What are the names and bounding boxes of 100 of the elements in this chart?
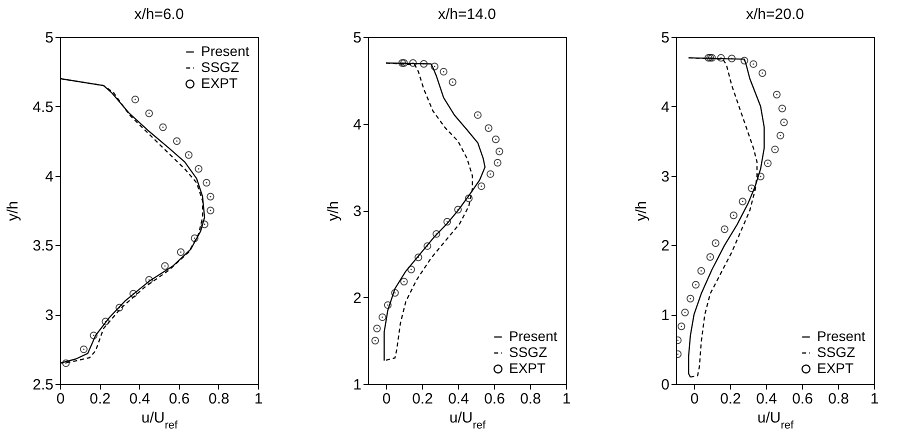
point — [686, 294, 694, 302]
x-tick-label: 0.2 — [720, 390, 741, 408]
y-tick-label: 1 — [353, 376, 362, 394]
point — [176, 248, 185, 256]
x-tick-label: 0.6 — [484, 390, 505, 408]
point — [740, 56, 748, 64]
point — [373, 324, 381, 332]
point — [748, 184, 756, 192]
point — [206, 192, 214, 200]
point — [420, 60, 428, 68]
point — [478, 182, 486, 190]
point — [474, 111, 482, 119]
point — [728, 54, 736, 62]
point — [712, 239, 720, 247]
x-tick-label: 0.4 — [756, 390, 777, 408]
y-axis-title: y/h — [325, 200, 342, 222]
point — [708, 54, 716, 62]
x-tick-label: 0.2 — [90, 390, 111, 408]
point — [400, 59, 408, 67]
point — [62, 359, 70, 368]
point — [730, 212, 738, 220]
y-tick-label: 4 — [661, 98, 670, 116]
point — [202, 178, 210, 187]
y-tick-label: 2 — [661, 238, 670, 255]
x-tick-label: 0.8 — [208, 390, 230, 408]
x-tick-label: 0.6 — [168, 390, 190, 408]
point — [190, 234, 198, 242]
point — [432, 230, 440, 238]
point — [720, 225, 728, 234]
point — [378, 313, 386, 322]
point — [129, 290, 138, 298]
y-axis-title: y/h — [4, 200, 22, 222]
point — [484, 124, 492, 132]
x-tick-label: 1 — [562, 390, 571, 408]
point — [756, 172, 764, 180]
legend-label: SSGZ — [509, 344, 548, 360]
point — [184, 151, 193, 159]
point — [778, 104, 786, 112]
y-tick-label: 4 — [353, 116, 362, 134]
chart-title: x/h=20.0 — [746, 6, 804, 23]
point — [398, 59, 406, 67]
y-tick-label: 2.5 — [32, 376, 54, 394]
chart-title: x/h=6.0 — [134, 6, 184, 23]
point — [692, 280, 700, 289]
legend-label: SSGZ — [201, 59, 240, 75]
point — [131, 96, 140, 104]
point — [464, 194, 473, 202]
y-tick-label: 1 — [661, 307, 670, 324]
point — [678, 322, 686, 330]
y-tick-label: 5 — [45, 30, 54, 46]
legend-label: Present — [817, 328, 866, 344]
x-tick-label: 0.8 — [828, 390, 849, 408]
point — [440, 68, 448, 76]
point — [706, 54, 714, 62]
point — [704, 54, 712, 62]
point — [407, 266, 416, 274]
point — [764, 159, 772, 168]
y-tick-label: 4.5 — [32, 98, 54, 116]
x-tick-label: 0.8 — [520, 390, 541, 408]
y-tick-label: 0 — [661, 376, 670, 394]
y-tick-label: 4 — [45, 168, 54, 186]
x-tick-label: 0.4 — [129, 390, 150, 408]
point — [697, 267, 706, 275]
x-tick-label: 1 — [254, 390, 263, 408]
y-tick-label: 3 — [353, 203, 362, 220]
point — [145, 109, 153, 118]
point — [409, 59, 417, 67]
chart-title: x/h=14.0 — [438, 6, 496, 23]
point — [159, 123, 167, 132]
point — [194, 165, 202, 173]
point — [80, 345, 88, 354]
point — [771, 146, 779, 154]
point — [496, 148, 504, 156]
y-axis-title: y/h — [633, 200, 650, 222]
point — [780, 118, 788, 126]
point — [172, 137, 181, 145]
point — [391, 289, 399, 297]
point — [206, 206, 214, 214]
y-tick-label: 3 — [661, 168, 670, 186]
point — [200, 220, 208, 228]
point — [492, 136, 500, 144]
point — [443, 218, 452, 226]
point — [384, 301, 392, 309]
legend-label: Present — [509, 328, 558, 344]
x-tick-label: 0 — [56, 390, 65, 408]
point — [371, 336, 380, 344]
point — [486, 170, 494, 178]
x-tick-label: 0.6 — [792, 390, 813, 408]
y-tick-label: 3.5 — [32, 238, 54, 255]
x-axis-title: u/U$_{ref}$ — [141, 410, 179, 432]
x-tick-label: 0 — [690, 390, 699, 408]
point — [738, 198, 746, 206]
point — [448, 78, 456, 86]
point — [706, 253, 714, 261]
point — [772, 90, 781, 98]
x-tick-label: 1 — [870, 390, 879, 408]
point — [161, 262, 169, 270]
point — [494, 158, 502, 167]
point — [717, 54, 725, 62]
point — [424, 242, 432, 250]
